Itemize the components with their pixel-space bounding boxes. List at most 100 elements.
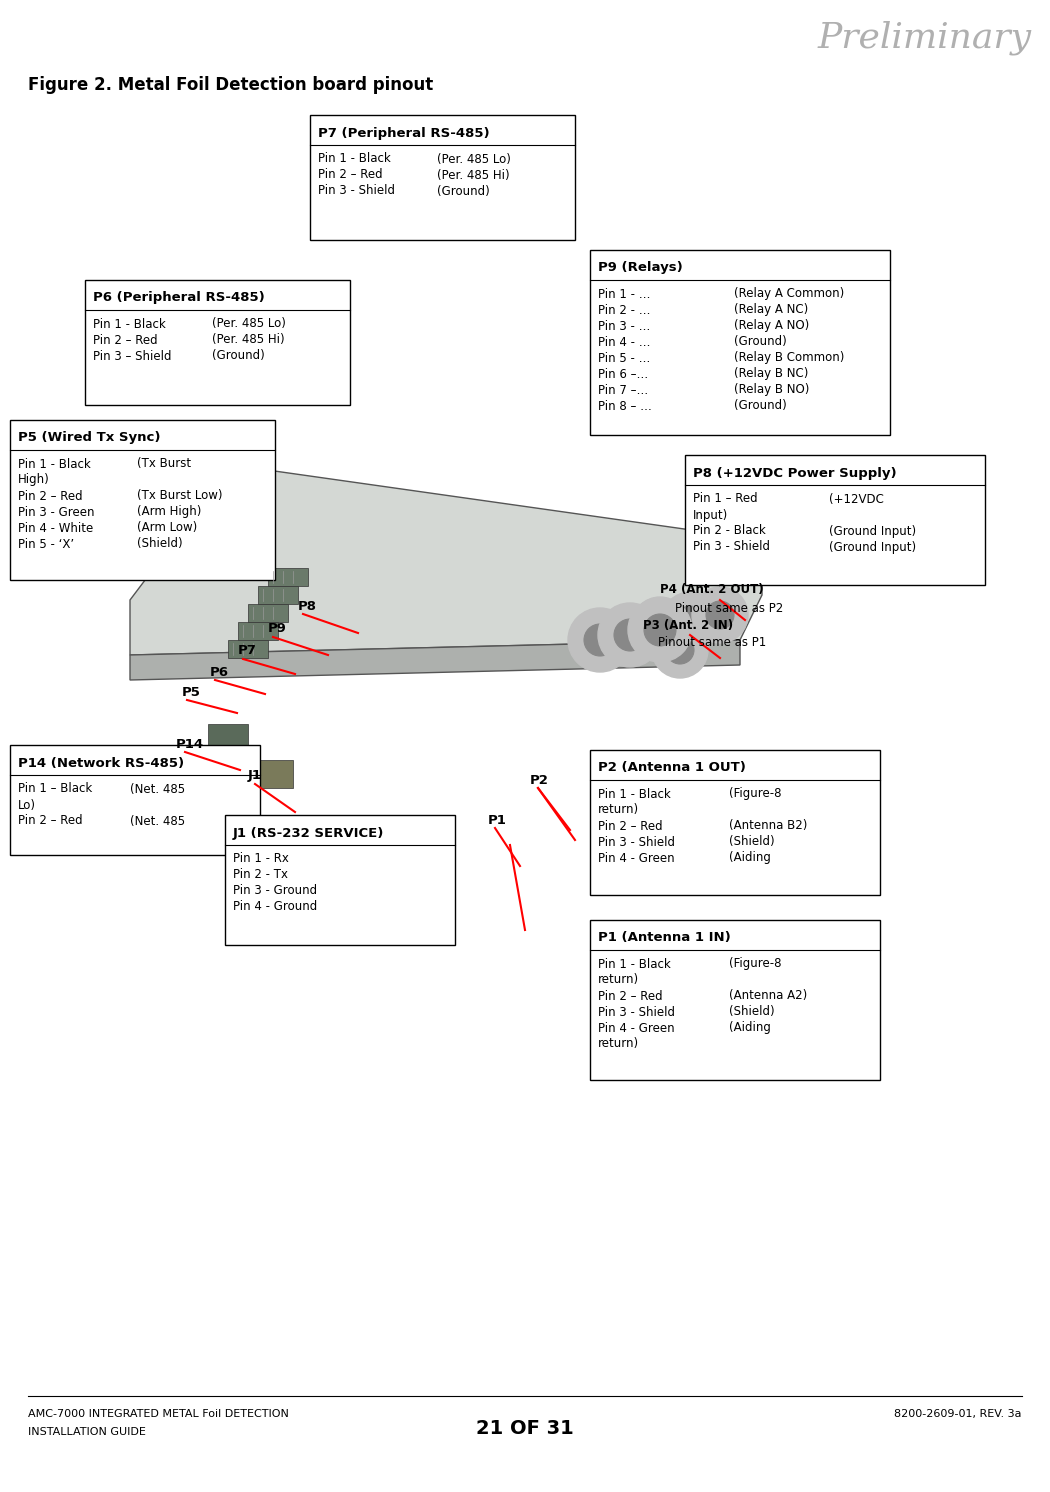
- Text: Pin 3 - Ground: Pin 3 - Ground: [233, 885, 317, 898]
- Text: Pin 1 - Black: Pin 1 - Black: [93, 318, 166, 331]
- Text: Pinout same as P2: Pinout same as P2: [675, 601, 783, 615]
- Text: P4 (Ant. 2 OUT): P4 (Ant. 2 OUT): [660, 583, 763, 597]
- Text: P1: P1: [488, 813, 507, 827]
- Text: Pin 4 - Ground: Pin 4 - Ground: [233, 901, 317, 913]
- Text: J1 (RS-232 SERVICE): J1 (RS-232 SERVICE): [233, 827, 384, 840]
- Text: (Figure-8: (Figure-8: [729, 788, 781, 801]
- Text: (Per. 485 Hi): (Per. 485 Hi): [437, 169, 510, 182]
- Circle shape: [666, 636, 694, 664]
- Text: P9 (Relays): P9 (Relays): [598, 261, 683, 275]
- Text: Pin 1 – Red: Pin 1 – Red: [693, 492, 758, 506]
- Circle shape: [632, 597, 688, 653]
- Text: (Relay A NC): (Relay A NC): [734, 303, 808, 316]
- Text: (Per. 485 Lo): (Per. 485 Lo): [212, 318, 286, 331]
- Bar: [248, 604, 288, 622]
- Text: Pin 4 - …: Pin 4 - …: [598, 336, 651, 349]
- Text: (Arm Low): (Arm Low): [138, 522, 197, 534]
- Text: Pin 3 - Shield: Pin 3 - Shield: [693, 540, 770, 554]
- Text: High): High): [18, 473, 49, 486]
- Text: (Shield): (Shield): [138, 537, 183, 551]
- Circle shape: [568, 609, 632, 671]
- Text: Pin 2 – Red: Pin 2 – Red: [18, 489, 83, 503]
- Circle shape: [662, 592, 718, 648]
- Circle shape: [692, 586, 748, 643]
- Text: Pin 5 - …: Pin 5 - …: [598, 352, 650, 364]
- Text: (Relay A NO): (Relay A NO): [734, 319, 810, 333]
- Bar: [208, 724, 248, 746]
- Text: (Aiding: (Aiding: [729, 852, 771, 864]
- Text: Pin 3 - Shield: Pin 3 - Shield: [598, 1006, 675, 1019]
- Text: Pin 2 - Black: Pin 2 - Black: [693, 525, 765, 537]
- Bar: [10, 745, 260, 855]
- Text: (Per. 485 Hi): (Per. 485 Hi): [212, 334, 285, 346]
- Text: return): return): [598, 804, 639, 816]
- Text: Pin 5 - ‘X’: Pin 5 - ‘X’: [18, 537, 75, 551]
- Text: P3 (Ant. 2 IN): P3 (Ant. 2 IN): [643, 619, 733, 631]
- Text: P1 (Antenna 1 IN): P1 (Antenna 1 IN): [598, 931, 731, 944]
- Text: P6: P6: [210, 665, 229, 679]
- Text: P7 (Peripheral RS-485): P7 (Peripheral RS-485): [318, 127, 489, 139]
- Text: (Antenna B2): (Antenna B2): [729, 819, 807, 833]
- Text: (Net. 485: (Net. 485: [130, 782, 185, 795]
- Text: return): return): [598, 1037, 639, 1050]
- Text: P8: P8: [298, 600, 317, 613]
- Text: P7: P7: [238, 645, 257, 658]
- Text: INSTALLATION GUIDE: INSTALLATION GUIDE: [28, 1426, 146, 1437]
- Text: (+12VDC: (+12VDC: [830, 492, 884, 506]
- Text: P8 (+12VDC Power Supply): P8 (+12VDC Power Supply): [693, 467, 897, 479]
- Text: P6 (Peripheral RS-485): P6 (Peripheral RS-485): [93, 291, 265, 304]
- Text: P2 (Antenna 1 OUT): P2 (Antenna 1 OUT): [598, 761, 746, 774]
- Text: (Ground): (Ground): [734, 400, 786, 412]
- Text: (Ground): (Ground): [212, 349, 265, 363]
- Text: Input): Input): [693, 509, 729, 522]
- Bar: [310, 115, 575, 240]
- Text: Pin 1 – Black: Pin 1 – Black: [18, 782, 92, 795]
- Text: P2: P2: [530, 773, 549, 786]
- Text: Pin 2 – Red: Pin 2 – Red: [18, 815, 83, 828]
- Circle shape: [584, 624, 616, 656]
- Circle shape: [614, 619, 646, 651]
- Text: (Figure-8: (Figure-8: [729, 958, 781, 970]
- Text: (Shield): (Shield): [729, 836, 775, 849]
- Circle shape: [628, 598, 692, 662]
- Text: Pin 2 – Red: Pin 2 – Red: [598, 989, 663, 1003]
- Text: Pin 2 - …: Pin 2 - …: [598, 303, 651, 316]
- Text: Lo): Lo): [18, 798, 36, 812]
- Text: (Ground Input): (Ground Input): [830, 540, 916, 554]
- Bar: [258, 759, 293, 788]
- Bar: [685, 455, 985, 585]
- Text: Pin 6 –…: Pin 6 –…: [598, 367, 648, 380]
- Text: Pin 2 – Red: Pin 2 – Red: [598, 819, 663, 833]
- Circle shape: [646, 612, 674, 639]
- Text: (Net. 485: (Net. 485: [130, 815, 185, 828]
- Bar: [238, 622, 278, 640]
- Circle shape: [652, 622, 708, 677]
- Text: Pin 7 –…: Pin 7 –…: [598, 383, 648, 397]
- Bar: [258, 586, 298, 604]
- Text: Pin 3 - Shield: Pin 3 - Shield: [598, 836, 675, 849]
- Text: P5 (Wired Tx Sync): P5 (Wired Tx Sync): [18, 431, 161, 445]
- Text: Pin 4 - Green: Pin 4 - Green: [598, 1022, 674, 1034]
- Bar: [590, 921, 880, 1080]
- Text: Pin 1 - Rx: Pin 1 - Rx: [233, 852, 289, 865]
- Bar: [590, 251, 890, 436]
- Text: (Ground): (Ground): [734, 336, 786, 349]
- Text: P14 (Network RS-485): P14 (Network RS-485): [18, 756, 184, 770]
- Bar: [590, 750, 880, 895]
- Text: Pin 1 - Black: Pin 1 - Black: [598, 788, 671, 801]
- Text: P5: P5: [182, 685, 201, 698]
- Bar: [10, 421, 275, 580]
- Text: Pin 4 - Green: Pin 4 - Green: [598, 852, 674, 864]
- Text: (Relay A Common): (Relay A Common): [734, 288, 844, 300]
- Text: Pin 8 – …: Pin 8 – …: [598, 400, 652, 412]
- Circle shape: [598, 603, 662, 667]
- Text: (Aiding: (Aiding: [729, 1022, 771, 1034]
- Text: Pin 3 - Shield: Pin 3 - Shield: [318, 185, 395, 197]
- Text: Pin 4 - White: Pin 4 - White: [18, 522, 93, 534]
- Text: (Ground Input): (Ground Input): [830, 525, 916, 537]
- Text: Pinout same as P1: Pinout same as P1: [643, 637, 766, 649]
- Text: (Tx Burst: (Tx Burst: [138, 458, 191, 470]
- Text: (Antenna A2): (Antenna A2): [729, 989, 807, 1003]
- Text: Pin 1 - …: Pin 1 - …: [598, 288, 651, 300]
- Text: Preliminary: Preliminary: [818, 21, 1032, 55]
